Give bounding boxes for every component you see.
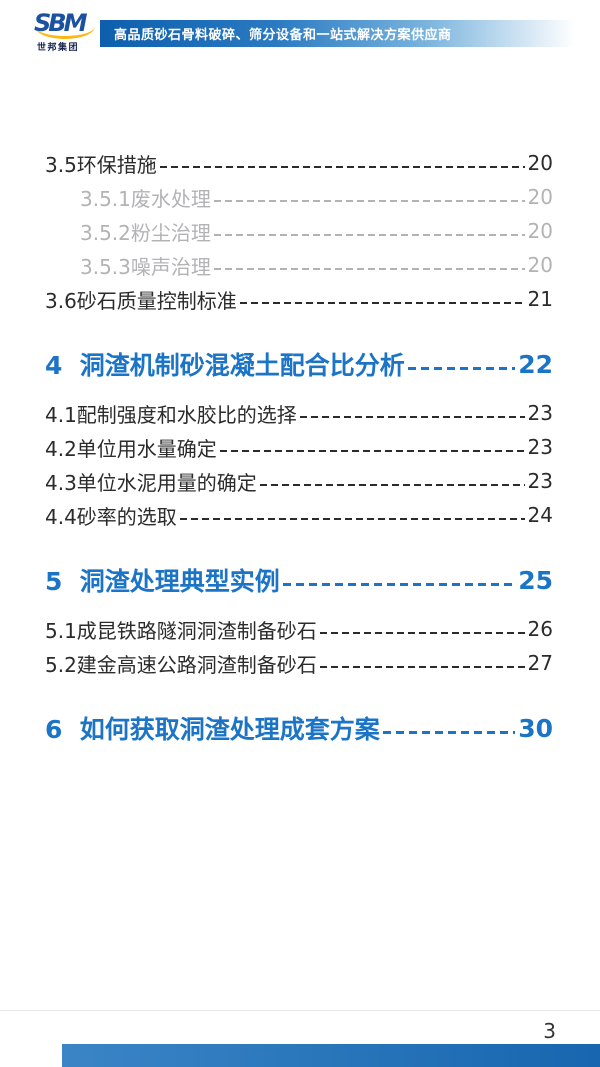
toc-section-label: 4 洞渣机制砂混凝土配合比分析 [45,351,405,380]
dash-leader [319,666,525,668]
toc-page-number: 24 [527,503,553,527]
dash-leader [159,166,525,168]
toc-entry-5-2[interactable]: 5.2建金高速公路洞渣制备砂石 27 [45,646,553,680]
toc-entry-label: 4.4砂率的选取 [45,504,177,529]
toc-page-number: 20 [527,185,553,209]
dash-leader [213,200,525,202]
toc-entry-label: 3.5.1废水处理 [80,186,211,211]
toc-page-number: 20 [527,151,553,175]
dash-leader [319,632,525,634]
toc-page-number: 23 [527,401,553,425]
toc-entry-4-4[interactable]: 4.4砂率的选取 24 [45,498,553,532]
toc-page-number: 20 [527,253,553,277]
logo-company-name: 世邦集团 [37,43,80,53]
dash-leader [282,582,516,586]
toc-entry-label: 4.1配制强度和水胶比的选择 [45,402,297,427]
footer-divider [0,1010,600,1011]
toc-entry-label: 5.2建金高速公路洞渣制备砂石 [45,652,317,677]
footer-accent-bar [62,1044,600,1067]
dash-leader [219,450,525,452]
header-banner: 高品质砂石骨料破碎、筛分设备和一站式解决方案供应商 [100,20,600,47]
toc-entry-3-5[interactable]: 3.5环保措施 20 [45,146,553,180]
toc-entry-4-3[interactable]: 4.3单位水泥用量的确定 23 [45,464,553,498]
toc-page-number: 20 [527,219,553,243]
dash-leader [179,518,525,520]
toc-section-label: 5 洞渣处理典型实例 [45,567,280,596]
header-banner-text: 高品质砂石骨料破碎、筛分设备和一站式解决方案供应商 [114,28,452,43]
table-of-contents: 3.5环保措施 20 3.5.1废水处理 20 3.5.2粉尘治理 20 3.5… [45,146,553,760]
toc-entry-4-1[interactable]: 4.1配制强度和水胶比的选择 23 [45,396,553,430]
toc-section-6[interactable]: 6 如何获取洞渣处理成套方案 30 [45,706,553,750]
toc-entry-label: 4.3单位水泥用量的确定 [45,470,257,495]
toc-entry-label: 5.1成昆铁路隧洞洞渣制备砂石 [45,618,317,643]
logo-swoosh-icon [35,14,95,39]
toc-entry-label: 4.2单位用水量确定 [45,436,217,461]
dash-leader [299,416,525,418]
toc-entry-3-5-2[interactable]: 3.5.2粉尘治理 20 [45,214,553,248]
toc-entry-label: 3.5环保措施 [45,152,157,177]
toc-section-4[interactable]: 4 洞渣机制砂混凝土配合比分析 22 [45,342,553,386]
company-logo: SBM 世邦集团 [34,9,108,54]
dash-leader [239,302,525,304]
toc-section-5[interactable]: 5 洞渣处理典型实例 25 [45,558,553,602]
dash-leader [259,484,525,486]
toc-entry-label: 3.6砂石质量控制标准 [45,288,237,313]
toc-entry-4-2[interactable]: 4.2单位用水量确定 23 [45,430,553,464]
dash-leader [382,730,516,734]
toc-entry-label: 3.5.3噪声治理 [80,254,211,279]
dash-leader [407,366,516,370]
toc-entry-3-6[interactable]: 3.6砂石质量控制标准 21 [45,282,553,316]
toc-entry-3-5-3[interactable]: 3.5.3噪声治理 20 [45,248,553,282]
dash-leader [213,268,525,270]
dash-leader [213,234,525,236]
toc-page-number: 25 [518,565,553,595]
page-number: 3 [543,1019,556,1043]
toc-page-number: 30 [518,713,553,743]
toc-page-number: 26 [527,617,553,641]
toc-page-number: 23 [527,469,553,493]
logo-brand-text: SBM [34,9,87,37]
toc-entry-5-1[interactable]: 5.1成昆铁路隧洞洞渣制备砂石 26 [45,612,553,646]
toc-page-number: 22 [518,349,553,379]
toc-page-number: 23 [527,435,553,459]
toc-entry-3-5-1[interactable]: 3.5.1废水处理 20 [45,180,553,214]
toc-page-number: 27 [527,651,553,675]
toc-section-label: 6 如何获取洞渣处理成套方案 [45,715,380,744]
toc-page-number: 21 [527,287,553,311]
toc-entry-label: 3.5.2粉尘治理 [80,220,211,245]
